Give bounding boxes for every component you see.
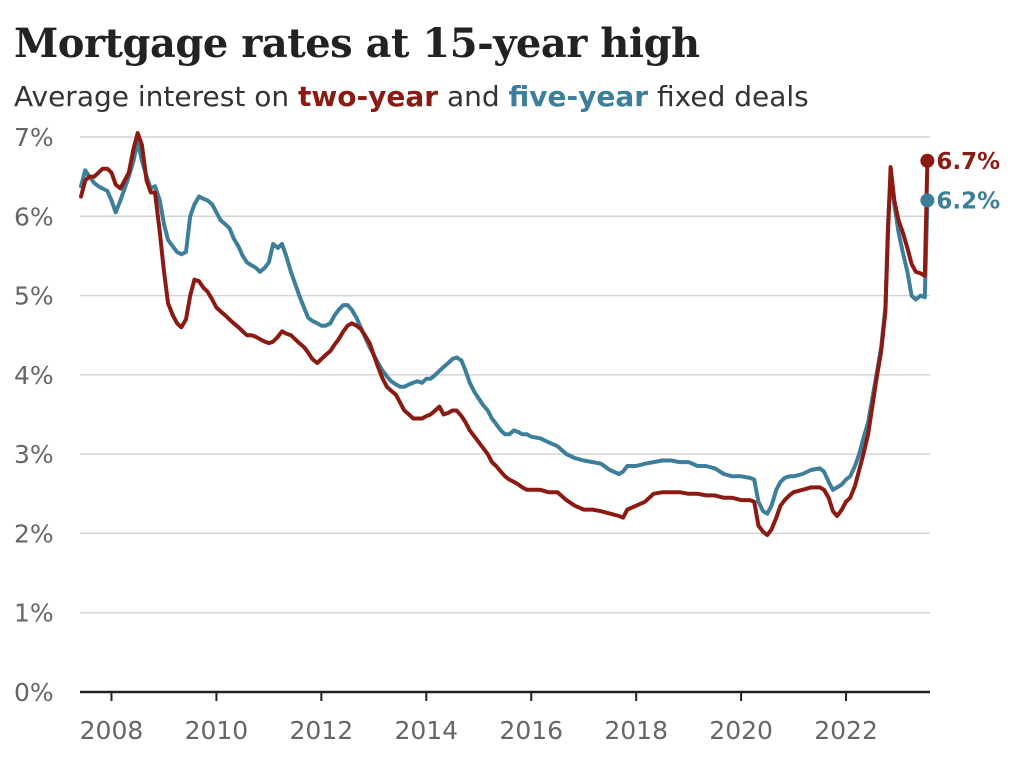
end-marker-two-year (920, 153, 935, 168)
end-label-five-year: 6.2% (936, 188, 1000, 214)
y-tick-label: 3% (14, 440, 54, 469)
x-tick-label: 2014 (394, 716, 458, 745)
series-line-two-year (79, 131, 930, 537)
y-tick-label: 5% (14, 282, 54, 311)
gridlines (80, 136, 930, 614)
series-lines: 6.7% 6.2% (79, 131, 1000, 537)
subtitle-text-after: fixed deals (648, 80, 809, 113)
chart-subtitle: Average interest on two-year and five-ye… (14, 80, 809, 113)
series-line-five-year (79, 139, 930, 516)
y-tick-label: 7% (14, 123, 54, 152)
subtitle-text-middle: and (438, 80, 509, 113)
x-tick-label: 2016 (499, 716, 563, 745)
x-tick-label: 2010 (185, 716, 249, 745)
y-tick-label: 2% (14, 519, 54, 548)
x-tick-label: 2018 (604, 716, 668, 745)
x-tick-label: 2012 (290, 716, 354, 745)
y-tick-label: 4% (14, 361, 54, 390)
subtitle-text-before: Average interest on (14, 80, 298, 113)
x-tick-label: 2008 (80, 716, 144, 745)
y-tick-label: 6% (14, 202, 54, 231)
y-tick-label: 0% (14, 678, 54, 707)
x-axis: 2008 2010 2012 2014 2016 2018 2020 2022 (80, 690, 930, 745)
x-tick-label: 2020 (709, 716, 773, 745)
subtitle-series-five-year: five-year (508, 80, 649, 113)
end-label-two-year: 6.7% (936, 149, 1000, 175)
end-marker-five-year (920, 193, 935, 208)
chart-title: Mortgage rates at 15-year high (14, 20, 700, 67)
x-tick-label: 2022 (814, 716, 878, 745)
subtitle-series-two-year: two-year (297, 80, 439, 113)
y-tick-label: 1% (14, 599, 54, 628)
y-axis-labels: 0% 1% 2% 3% 4% 5% 6% 7% (14, 123, 54, 707)
